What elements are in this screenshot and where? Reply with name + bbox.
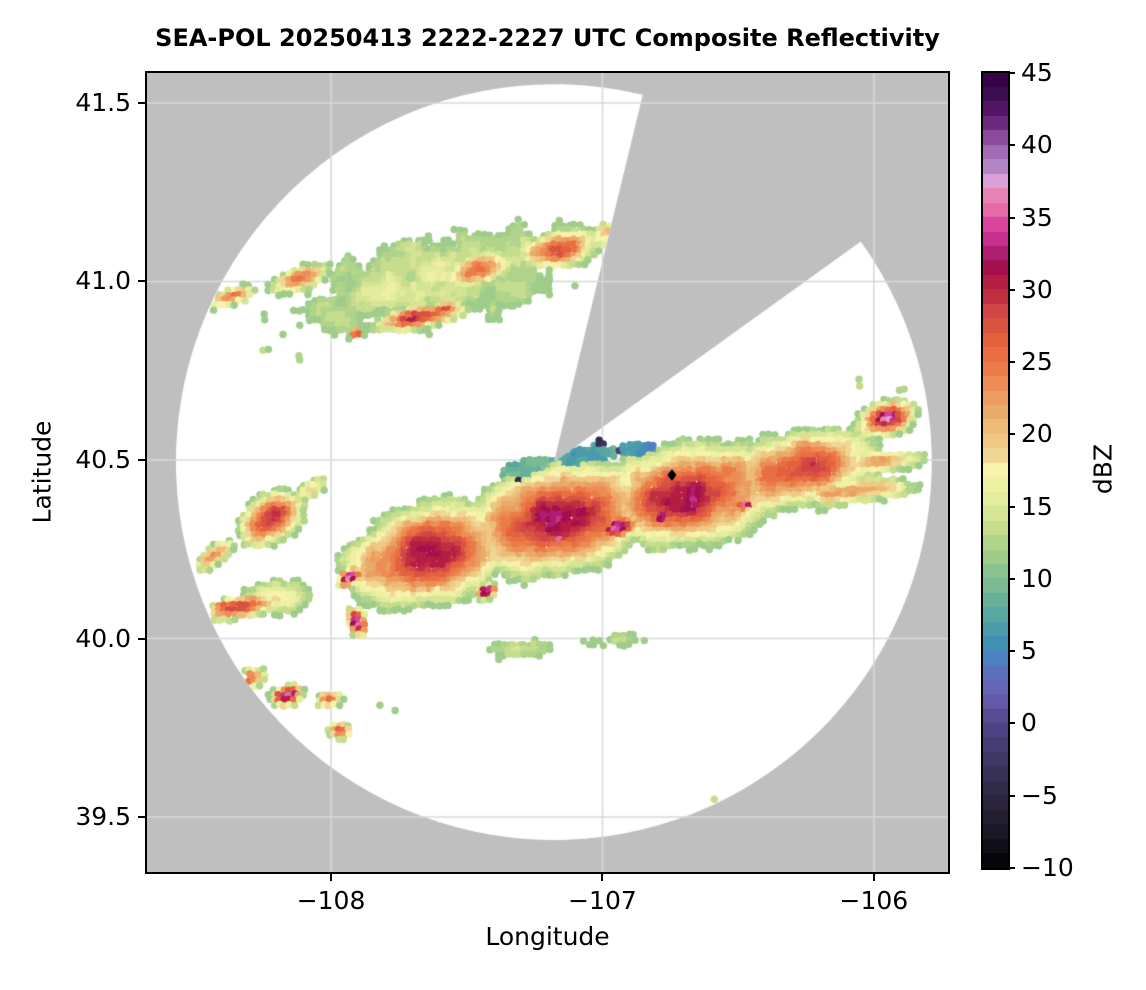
y-tick-mark	[138, 101, 145, 104]
x-tick-mark	[872, 874, 875, 881]
colorbar-tick-label: 5	[1021, 636, 1037, 666]
y-tick-label: 39.5	[75, 802, 131, 832]
colorbar-tick-mark	[1008, 433, 1015, 436]
colorbar-tick-mark	[1008, 288, 1015, 291]
y-tick-mark	[138, 459, 145, 461]
y-axis-label: Latitude	[27, 420, 57, 524]
colorbar-canvas	[983, 73, 1008, 868]
colorbar-tick-mark	[1008, 794, 1015, 797]
colorbar-tick-mark	[1008, 505, 1015, 508]
y-tick-mark	[138, 637, 145, 640]
colorbar-tick-label: 45	[1021, 58, 1053, 87]
colorbar-tick-mark	[1008, 361, 1015, 364]
colorbar-tick-label: 30	[1021, 274, 1053, 304]
colorbar-tick-label: 10	[1021, 563, 1053, 593]
x-tick-label: −107	[568, 886, 637, 915]
chart-title: SEA-POL 20250413 2222-2227 UTC Composite…	[155, 24, 940, 52]
colorbar-tick-mark	[1008, 72, 1015, 74]
colorbar-tick-mark	[1008, 216, 1015, 219]
colorbar-tick-label: 25	[1021, 347, 1053, 377]
y-tick-label: 40.0	[75, 623, 131, 653]
colorbar-tick-mark	[1008, 867, 1015, 869]
x-tick-label: −108	[296, 886, 366, 915]
x-tick-mark	[330, 874, 333, 881]
y-tick-label: 41.5	[75, 87, 131, 117]
x-tick-label: −106	[839, 886, 909, 915]
colorbar-tick-mark	[1008, 650, 1015, 653]
colorbar-tick-mark	[1008, 722, 1015, 725]
x-tick-mark	[601, 874, 604, 881]
radar-map-canvas	[147, 73, 948, 872]
y-tick-mark	[138, 816, 145, 819]
y-tick-label: 40.5	[75, 445, 131, 474]
colorbar-tick-label: −10	[1021, 853, 1074, 882]
x-axis-label: Longitude	[485, 922, 610, 951]
colorbar-tick-label: 15	[1021, 491, 1053, 521]
colorbar-tick-label: 0	[1021, 708, 1037, 738]
colorbar-tick-label: 20	[1021, 419, 1053, 449]
y-tick-label: 41.0	[75, 266, 131, 296]
colorbar-tick-label: −5	[1021, 780, 1058, 810]
y-tick-mark	[138, 280, 145, 283]
colorbar-tick-label: 35	[1021, 202, 1053, 232]
colorbar-label: dBZ	[1088, 443, 1118, 495]
colorbar-tick-label: 40	[1021, 130, 1053, 160]
colorbar-tick-mark	[1008, 144, 1015, 147]
colorbar-tick-mark	[1008, 577, 1015, 580]
